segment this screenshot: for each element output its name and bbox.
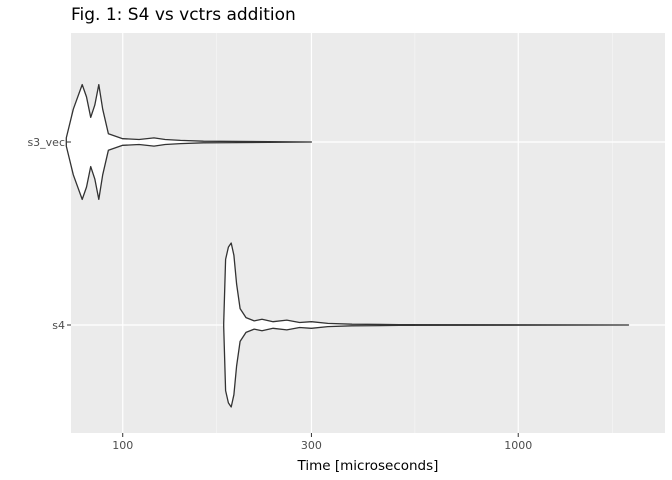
chart-title: Fig. 1: S4 vs vctrs addition	[71, 5, 296, 25]
y-tick-label: s3_vec	[27, 136, 65, 149]
x-tick-label: 300	[301, 439, 322, 452]
x-axis-title: Time [microseconds]	[297, 458, 439, 474]
minor-gridlines	[216, 33, 613, 433]
violins	[65, 83, 630, 408]
plot-panel	[71, 33, 665, 433]
axis-ticks	[67, 141, 519, 437]
violin-s3_vec	[65, 83, 313, 201]
violin-s4	[223, 242, 630, 408]
y-tick-label: s4	[52, 319, 65, 332]
y-tick-labels: s3_vec s4	[27, 136, 65, 332]
x-tick-label: 1000	[504, 439, 532, 452]
x-tick-labels: 100 300 1000	[112, 439, 532, 452]
x-tick-label: 100	[112, 439, 133, 452]
